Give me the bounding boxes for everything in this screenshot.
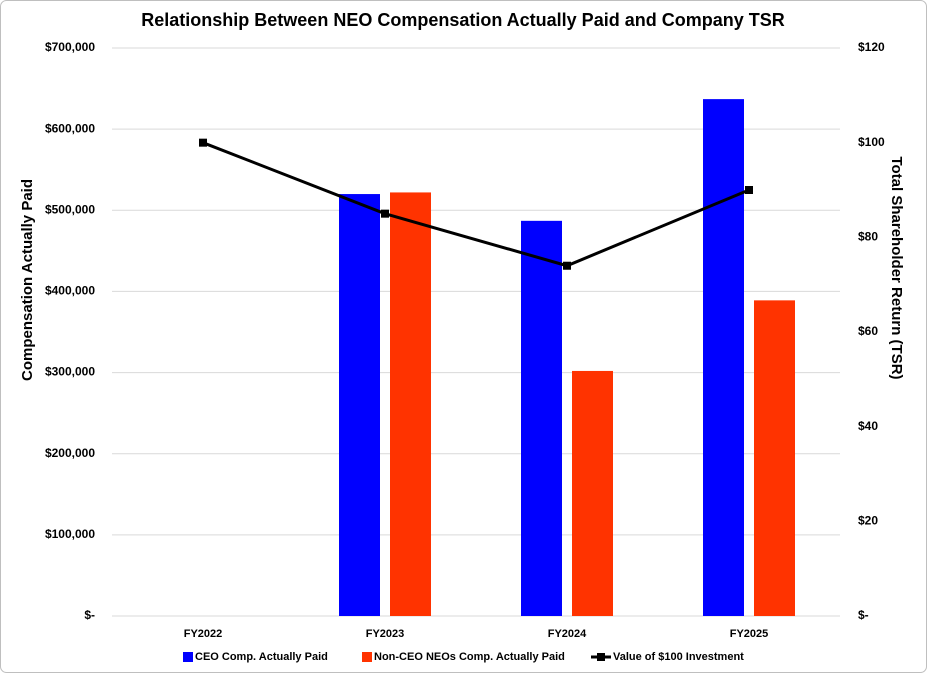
- y2-tick-label: $20: [858, 514, 878, 528]
- legend-marker: [597, 653, 605, 661]
- legend-label: CEO Comp. Actually Paid: [195, 651, 328, 663]
- marker: [381, 209, 389, 218]
- bar: [754, 300, 795, 616]
- y2-tick-label: $40: [858, 419, 878, 433]
- y2-tick-label: $120: [858, 40, 885, 54]
- line: [202, 141, 750, 268]
- legend-label: Value of $100 Investment: [613, 651, 744, 663]
- y-tick-label: $700,000: [45, 40, 95, 54]
- x-tick-label: FY2024: [548, 628, 587, 640]
- y2-tick-label: $60: [858, 324, 878, 338]
- legend-swatch: [183, 652, 193, 662]
- y-tick-label: $200,000: [45, 446, 95, 460]
- bar: [703, 99, 744, 617]
- y-axis-title: Compensation Actually Paid: [19, 179, 36, 381]
- y-tick-label: $500,000: [45, 202, 95, 216]
- y2-tick-label: $-: [858, 608, 869, 622]
- chart-title: Relationship Between NEO Compensation Ac…: [141, 10, 784, 30]
- legend-label: Non-CEO NEOs Comp. Actually Paid: [374, 651, 565, 663]
- marker: [563, 261, 571, 270]
- y2-axis-title: Total Shareholder Return (TSR): [888, 156, 905, 379]
- legend-swatch: [362, 652, 372, 662]
- x-tick-label: FY2025: [730, 628, 769, 640]
- bar: [572, 370, 613, 616]
- y2-tick-label: $80: [858, 230, 878, 244]
- bar: [390, 192, 431, 617]
- y-tick-label: $300,000: [45, 365, 95, 379]
- marker: [199, 138, 207, 147]
- y-tick-label: $600,000: [45, 121, 95, 135]
- x-tick-label: FY2023: [366, 628, 405, 640]
- x-tick-label: FY2022: [184, 628, 223, 640]
- marker: [745, 186, 753, 194]
- bar: [339, 194, 380, 617]
- y-tick-label: $-: [84, 608, 95, 622]
- y-tick-label: $400,000: [45, 284, 95, 298]
- y-tick-label: $100,000: [45, 527, 95, 541]
- bar: [521, 220, 562, 616]
- y2-tick-label: $100: [858, 135, 885, 149]
